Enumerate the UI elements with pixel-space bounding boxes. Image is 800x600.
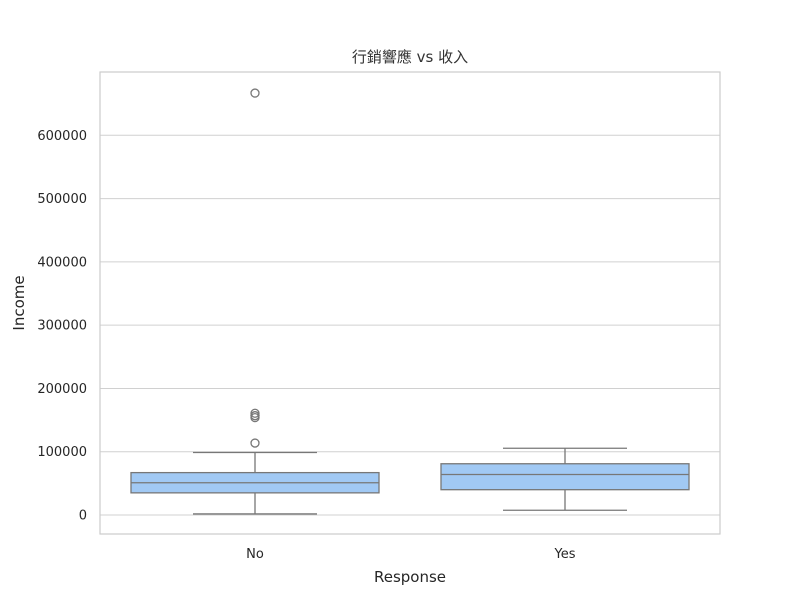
- y-axis-ticks: 0 100000 200000 300000 400000 500000 600000: [37, 129, 87, 524]
- y-tick-label: 100000: [37, 445, 87, 460]
- outlier-point: [250, 408, 260, 418]
- plot-frame: [99, 71, 721, 535]
- x-axis-label: Response: [374, 568, 446, 586]
- outlier-point: [250, 88, 260, 98]
- y-axis-label: Income: [10, 275, 28, 330]
- y-tick-label: 300000: [37, 319, 87, 334]
- y-tick-label: 200000: [37, 382, 87, 397]
- chart-title: 行銷響應 vs 收入: [352, 48, 468, 66]
- y-tick-label: 600000: [37, 129, 87, 144]
- outlier-point: [250, 438, 260, 448]
- x-axis-ticks: No Yes: [246, 547, 576, 562]
- box-yes: [440, 447, 690, 511]
- y-tick-label: 0: [79, 509, 87, 524]
- y-tick-label: 500000: [37, 192, 87, 207]
- gridlines: [100, 134, 720, 516]
- box-no: [130, 88, 380, 515]
- x-tick-label: No: [246, 547, 264, 562]
- boxes: [130, 88, 690, 515]
- iqr-box: [440, 463, 690, 491]
- x-tick-label: Yes: [554, 547, 576, 562]
- y-tick-label: 400000: [37, 255, 87, 270]
